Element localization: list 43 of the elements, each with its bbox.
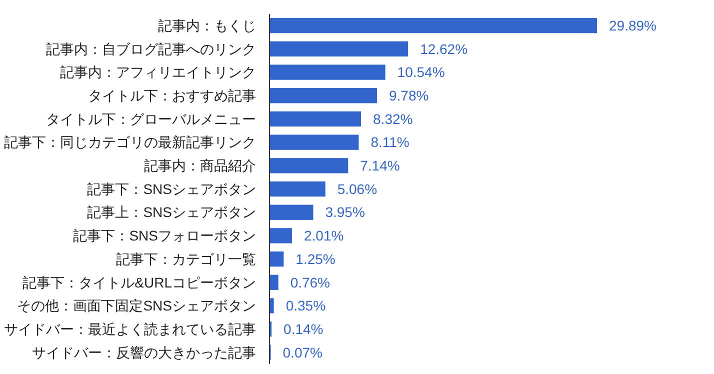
bar <box>270 181 326 197</box>
y-tick-label: 記事内：アフィリエイトリンク <box>60 64 256 80</box>
bar <box>270 158 348 174</box>
bar <box>270 64 386 80</box>
data-label: 0.76% <box>290 274 330 290</box>
bar <box>270 251 284 267</box>
data-label: 0.14% <box>284 320 324 337</box>
y-tick-label: 記事内：もくじ <box>158 17 256 34</box>
y-tick-label: その他：画面下固定SNSシェアボタン <box>17 298 256 314</box>
bar <box>270 204 314 220</box>
y-tick-label: 記事下：同じカテゴリの最新記事リンク <box>4 134 256 150</box>
data-label: 1.25% <box>296 250 336 267</box>
y-tick-label: タイトル下：おすすめ記事 <box>88 88 256 104</box>
bar <box>270 298 274 314</box>
bar <box>270 228 292 244</box>
data-label: 8.32% <box>373 110 413 127</box>
bar <box>270 274 278 290</box>
bar <box>270 41 408 56</box>
data-label: 9.78% <box>388 88 429 104</box>
y-tick-label: 記事下：カテゴリ一覧 <box>116 250 256 267</box>
y-tick-label: タイトル下：グローバルメニュー <box>46 110 256 127</box>
data-label: 8.11% <box>370 134 410 150</box>
bar <box>270 134 359 150</box>
bar <box>270 111 362 127</box>
y-tick-label: 記事下：SNSフォローボタン <box>73 228 256 244</box>
y-tick-label: 記事内：自ブログ記事へのリンク <box>46 40 256 57</box>
data-label: 2.01% <box>304 228 344 244</box>
bar <box>270 18 597 34</box>
y-tick-label: 記事上：SNSシェアボタン <box>87 204 256 220</box>
data-label: 10.54% <box>397 64 445 80</box>
y-tick-label: サイドバー：最近よく読まれている記事 <box>4 320 256 337</box>
data-label: 7.14% <box>360 158 400 174</box>
data-label: 3.95% <box>325 204 365 220</box>
data-label: 5.06% <box>337 180 378 197</box>
data-label: 0.07% <box>282 344 322 360</box>
data-label: 0.35% <box>286 298 326 314</box>
data-label: 29.89% <box>609 17 656 34</box>
y-tick-label: 記事内：商品紹介 <box>144 158 256 174</box>
y-tick-label: サイドバー：反響の大きかった記事 <box>32 344 256 360</box>
y-tick-label: 記事下：タイトル&URLコピーボタン <box>22 274 256 290</box>
bar <box>270 88 377 104</box>
y-tick-label: 記事下：SNSシェアボタン <box>87 180 256 197</box>
data-label: 12.62% <box>420 40 468 57</box>
